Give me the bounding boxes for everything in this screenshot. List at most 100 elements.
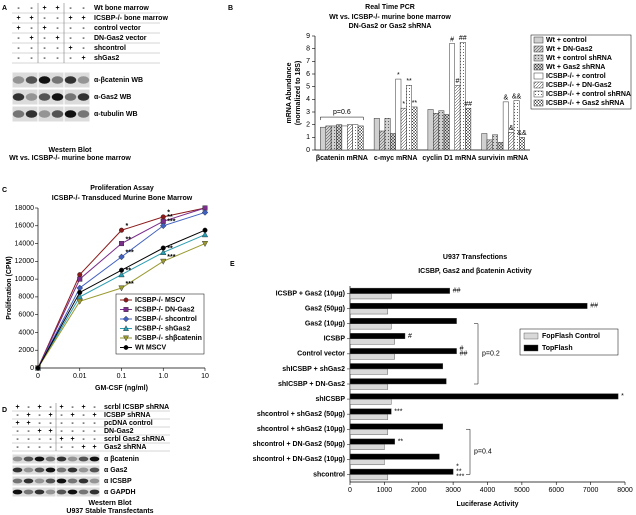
legend-marker [123,345,129,350]
significance-marker: * [456,464,459,471]
significance-marker: && [512,93,522,100]
x-tick-label: 3000 [445,487,461,494]
band [25,110,38,118]
bar [481,133,488,151]
point [201,231,209,238]
y-tick-label: 16000 [15,223,35,230]
bar [349,368,389,375]
blot-label: α-tubulin WB [94,111,138,118]
band [64,93,77,101]
x-tick-label: 6000 [548,487,564,494]
blot-label: α GAPDH [104,489,136,496]
legend-label: ICSBP-/- + Gas2 shRNA [546,100,624,107]
sign: + [42,25,46,32]
x-tick-label: 8000 [617,487,633,494]
panel-label: C [2,187,7,194]
y-tick-label: 2 [306,122,310,129]
sign: - [49,444,52,451]
sign: - [82,45,85,52]
legend-marker [123,297,129,303]
band [67,456,78,462]
x-tick-label: 0 [348,487,352,494]
bar [449,43,455,151]
legend-swatch [533,72,544,80]
x-tick-label: 7000 [583,487,599,494]
legend-marker [123,325,129,331]
band [51,76,64,84]
significance-marker: ** [167,214,173,221]
x-tick-label: 0.01 [73,373,87,380]
band [77,110,90,118]
bar [349,308,389,315]
significance-marker: # [455,78,459,85]
band [45,456,56,462]
sign: - [30,5,33,12]
sign: - [82,25,85,32]
sign: + [55,5,59,12]
significance-marker: ## [453,288,461,295]
bar [349,468,454,475]
bar [349,398,392,405]
band [78,456,89,462]
sign: - [27,436,30,443]
bar [508,132,515,151]
band [45,489,56,495]
sign: - [69,25,72,32]
band [23,489,34,495]
point [76,298,83,305]
sign: + [92,412,96,419]
bar [454,85,461,151]
chart-subtitle: DN-Gas2 or Gas2 shRNA [349,23,432,30]
significance-marker: *** [167,219,175,226]
sign: - [43,15,46,22]
sign: - [60,428,63,435]
bracket [474,323,479,385]
sign: + [70,412,74,419]
sign: + [16,25,20,32]
panel-label: D [2,407,7,414]
band [67,467,78,473]
sign: - [49,436,52,443]
x-tick-label: 10 [201,373,209,380]
band [77,76,90,84]
row-label: scrbl ICSBP shRNA [104,404,169,411]
sign: - [60,444,63,451]
sign: + [92,444,96,451]
y-tick-label: 12000 [15,258,35,265]
x-axis-label: Luciferase Activity [457,501,519,508]
point [35,365,41,371]
sign: + [70,436,74,443]
legend-label: ICSBP-/- + DN-Gas2 [546,82,612,89]
band [25,93,38,101]
bar [349,444,385,450]
sign: - [71,404,74,411]
legend-marker [123,307,129,312]
bar [349,383,389,390]
y-tick-label: 7 [306,58,310,65]
y-tick-label: 8000 [18,294,34,301]
legend-label: ICSBP-/- shβcatenin [135,335,202,342]
sign: - [16,428,19,435]
bar [330,125,337,151]
band [56,489,67,495]
significance-marker: * [621,393,624,400]
blot-strip [38,89,64,105]
y-tick-label: shcontrol + shGas2 (10μg) [257,426,345,433]
sign: + [15,420,19,427]
row-label: DN-Gas2 [104,428,134,435]
significance-marker: ** [126,268,132,275]
y-tick-label: 2000 [18,347,34,354]
blot-strip [12,487,56,497]
sign: - [27,428,30,435]
point [77,276,83,282]
bar [320,126,326,151]
bar [349,423,444,430]
sign: - [69,35,72,42]
bar [349,323,392,330]
band [78,467,89,473]
significance-marker: * [397,72,400,79]
blot-strip [64,106,90,122]
row-label: shGas2 [94,55,119,62]
sign: + [48,412,52,419]
